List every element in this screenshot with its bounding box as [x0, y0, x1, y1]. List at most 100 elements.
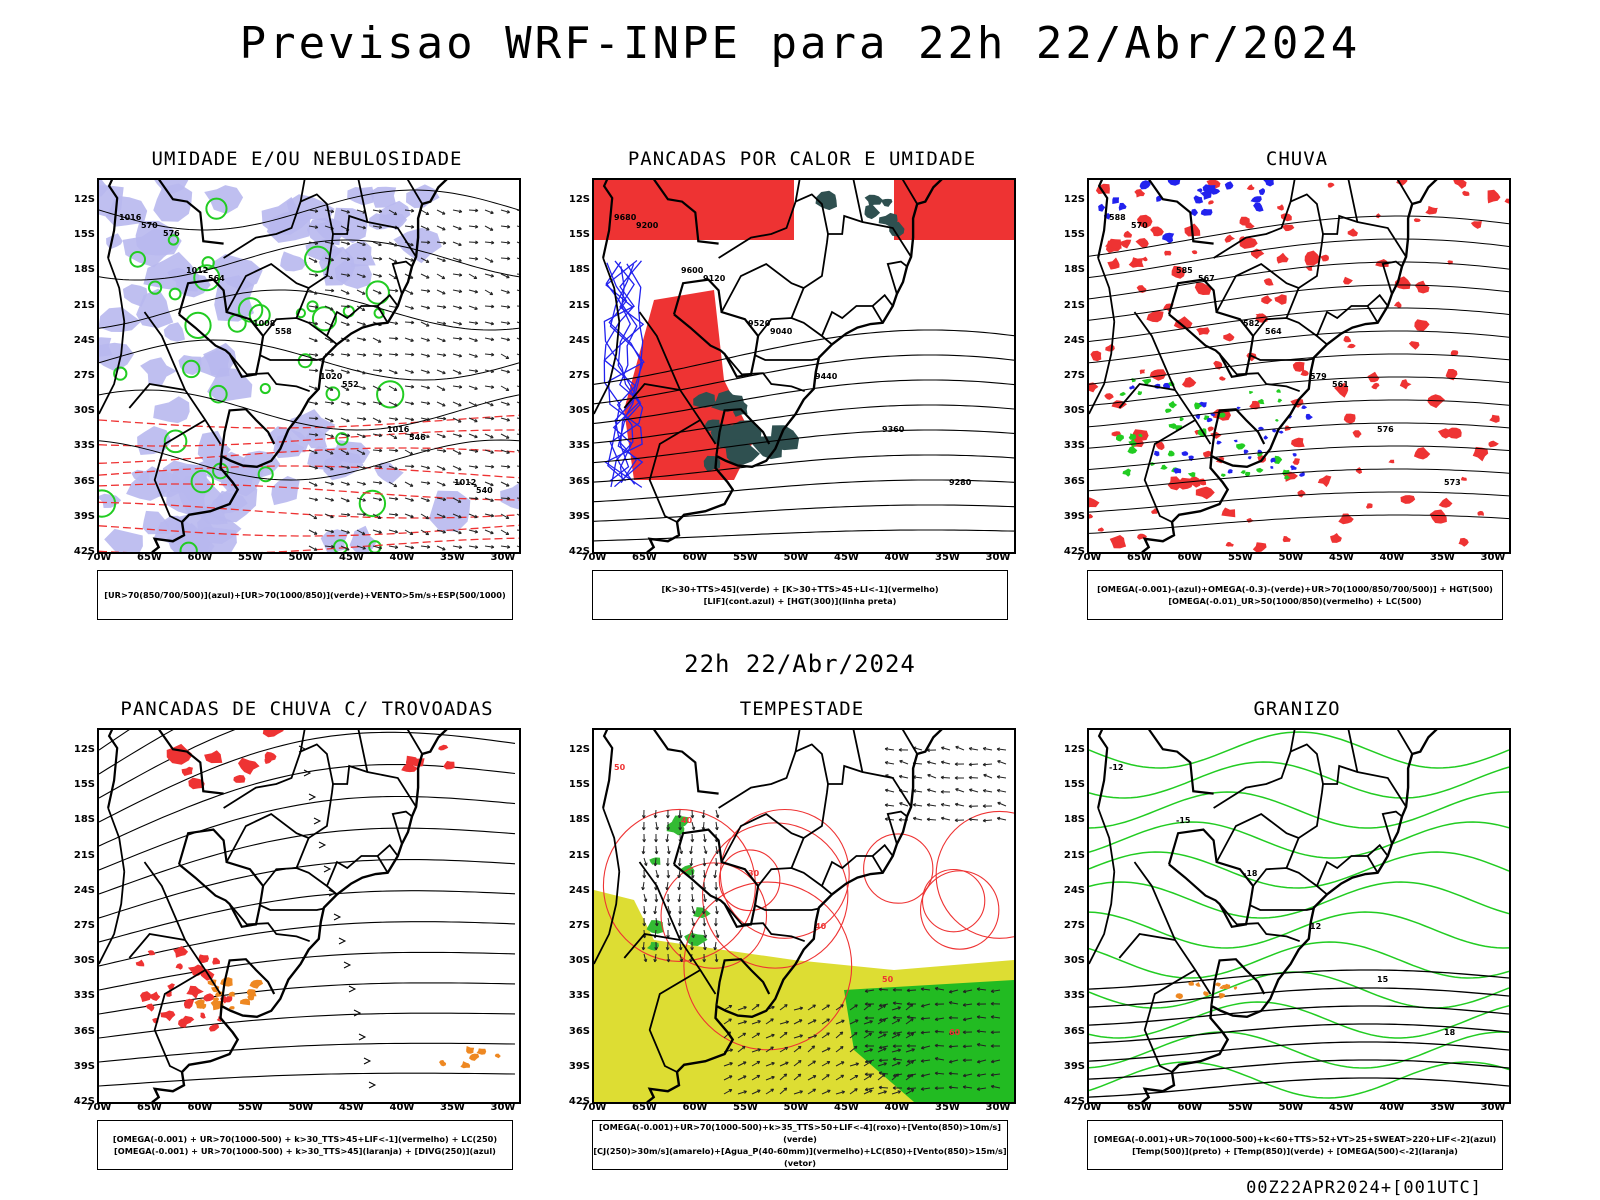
latitude-tick-label: 30S [73, 405, 95, 417]
wind-vector [757, 1020, 761, 1024]
wind-vector [330, 481, 335, 486]
wind-vector [997, 760, 1007, 765]
rain-area [1137, 214, 1153, 229]
wind-vector [714, 863, 719, 867]
wind-vector [920, 1030, 924, 1035]
wind-vector [426, 385, 431, 390]
wind-vector [839, 1031, 844, 1036]
latitude-tick-label: 36S [1063, 475, 1085, 487]
wind-vector [954, 818, 958, 823]
wind-vector [756, 1074, 761, 1079]
state-border [901, 730, 918, 755]
wind-vector [948, 1044, 952, 1049]
wind-vector [892, 1001, 897, 1006]
longitude-tick-label: 50W [1278, 552, 1304, 563]
wind-vector [356, 321, 366, 326]
wind-vector [691, 905, 695, 914]
wind-vector [458, 385, 463, 389]
wind-vector [940, 746, 945, 750]
wind-vector [641, 827, 646, 831]
omega-strong-area [1273, 455, 1283, 464]
convective-orange-area [439, 1060, 447, 1067]
wind-vector [990, 1059, 995, 1064]
wind-vector [813, 1019, 817, 1023]
rain-area [1195, 486, 1215, 500]
wind-vector [500, 433, 510, 439]
wind-vector [377, 515, 382, 519]
wind-vector [500, 209, 510, 213]
wind-vector [458, 321, 463, 326]
wind-vector [452, 369, 462, 375]
wind-vector [948, 1086, 959, 1089]
rain-area [1252, 542, 1267, 552]
latitude-tick-label: 21S [73, 299, 95, 311]
wind-vector [962, 1044, 966, 1049]
wind-vector [308, 257, 318, 263]
wind-vector [484, 497, 494, 502]
wind-vector [996, 788, 1001, 793]
wind-vector [690, 845, 693, 854]
wind-vector [458, 481, 463, 486]
wind-vector [835, 1061, 845, 1067]
longitude-tick-label: 30W [985, 552, 1011, 563]
rain-area [1292, 361, 1305, 372]
humidity-upper-shading [204, 185, 244, 214]
wind-vector [394, 321, 399, 326]
wind-vector [331, 288, 335, 293]
omega-strong-area [1275, 419, 1279, 422]
wind-vector [892, 987, 896, 992]
wind-vector [404, 305, 414, 310]
wind-vector [346, 512, 351, 517]
contour-label: 588 [1109, 213, 1126, 222]
wind-vector [926, 818, 937, 821]
wind-vector [394, 545, 399, 549]
wind-vector [411, 464, 415, 469]
wind-vector [898, 774, 903, 779]
wind-vector [340, 385, 350, 391]
wind-vector [855, 1062, 859, 1066]
latitude-tick-label: 18S [1063, 264, 1085, 276]
wind-vector [907, 1031, 917, 1035]
wind-vector [891, 1090, 901, 1095]
wind-vector [436, 449, 446, 452]
wind-vector [770, 1018, 774, 1022]
wind-vector [474, 256, 479, 261]
wind-vector [729, 1062, 733, 1066]
rain-area [1089, 382, 1099, 393]
rain-area [1472, 446, 1489, 462]
omega-strong-area [1240, 470, 1246, 475]
wind-vector [884, 747, 889, 751]
longitude-tick-label: 40W [884, 1102, 910, 1113]
wind-vector [490, 435, 494, 439]
wind-vector [442, 291, 446, 295]
wind-vector [388, 273, 397, 280]
longitude-tick-label: 55W [1228, 1102, 1253, 1113]
wind-vector [372, 273, 382, 277]
wind-vector [516, 529, 519, 531]
wind-vector [976, 1042, 981, 1047]
wind-vector [361, 451, 366, 455]
wind-vector [835, 1031, 844, 1039]
state-border [723, 353, 806, 393]
wind-vector [484, 225, 494, 231]
streamline-arrowhead [343, 961, 352, 969]
wind-vector [388, 497, 398, 500]
pressure-contour [99, 239, 519, 281]
wind-vector [500, 241, 511, 244]
wind-vector [990, 1044, 994, 1048]
wind-vector [308, 241, 318, 245]
wind-vector [835, 1091, 845, 1095]
wind-vector [314, 401, 319, 406]
omega500-area [1203, 991, 1209, 997]
wind-vector [885, 761, 895, 765]
wind-vector [702, 874, 707, 879]
humidity-low-contour [376, 380, 405, 409]
wind-vector [976, 987, 981, 992]
wind-vector [330, 466, 334, 471]
wind-vector [484, 385, 494, 388]
wind-vector [743, 1090, 747, 1094]
convective-orange-area [460, 1061, 471, 1069]
wind-vector [420, 321, 430, 327]
precipitable-water-contour [935, 810, 1014, 939]
longitude-tick-label: 45W [834, 1102, 859, 1113]
